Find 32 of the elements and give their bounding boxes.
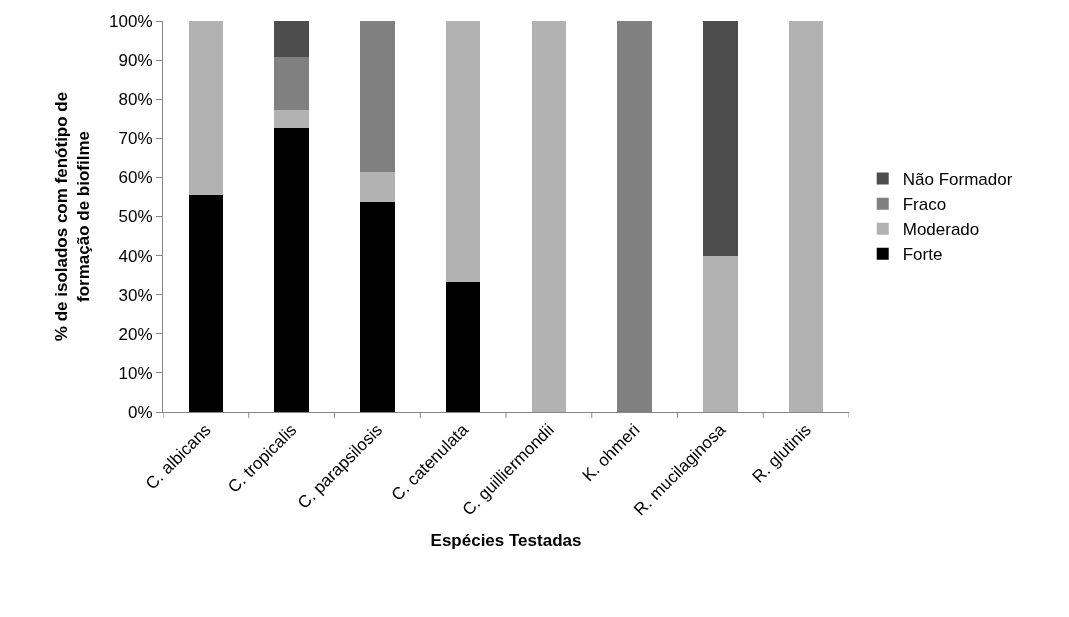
y-tick-label: 0% (128, 402, 153, 422)
bar (274, 56, 309, 111)
legend-label: Forte (902, 245, 943, 265)
bar (445, 21, 481, 282)
bar (703, 21, 738, 256)
y-tick-label: 60% (118, 168, 153, 188)
y-tick-label: 80% (118, 90, 153, 110)
bar (188, 21, 224, 195)
y-tick-label: 100% (109, 11, 153, 31)
bar (703, 255, 738, 412)
legend-label: Não Formador (902, 170, 1013, 190)
legend-label: Moderado (902, 220, 980, 240)
bar (788, 21, 824, 412)
bar (360, 171, 395, 202)
bar (274, 21, 309, 57)
y-tick-label: 20% (118, 324, 153, 344)
bar (360, 21, 395, 172)
bar (274, 110, 309, 128)
y-tick-label: 10% (118, 363, 153, 383)
bar (445, 281, 481, 412)
y-tick-label: 90% (118, 51, 153, 71)
y-tick-label: 50% (118, 207, 153, 227)
y-tick-label: 70% (118, 129, 153, 149)
bar (188, 194, 224, 412)
legend-label: Fraco (902, 195, 947, 215)
y-tick-label: 40% (118, 246, 153, 266)
bar (531, 21, 567, 412)
bar (274, 127, 309, 412)
y-tick-label: 30% (118, 285, 153, 305)
y-axis-title: % de isolados com fenótipo de formação de biofilme (51, 91, 93, 342)
x-axis-title: Espécies Testadas (430, 530, 582, 550)
bar (360, 201, 395, 412)
